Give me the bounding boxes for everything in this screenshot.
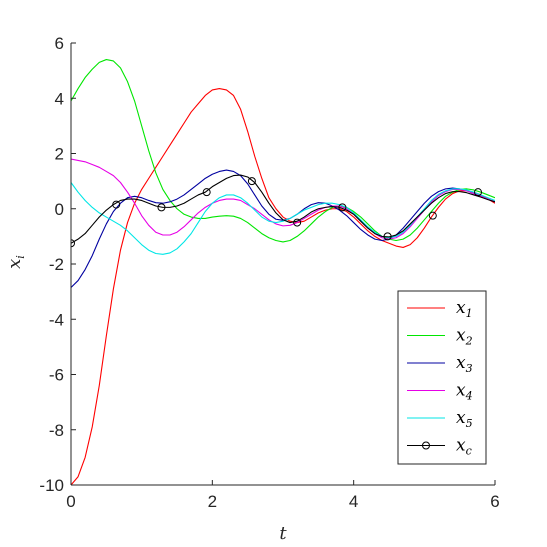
legend-label: x2 [456, 326, 473, 348]
series-line-x5 [71, 182, 495, 255]
y-tick-label: 0 [55, 200, 64, 219]
x-tick-label: 2 [208, 492, 217, 511]
marker-xc [71, 239, 75, 248]
x-tick-label: 0 [66, 492, 75, 511]
y-tick-label: -6 [49, 366, 64, 385]
marker-xc [247, 177, 256, 186]
legend: x1 x2 x3 x4 x5 xc [397, 290, 487, 465]
x-tick-label: 4 [349, 492, 358, 511]
marker-xc [383, 232, 392, 241]
y-axis-label-base: x [4, 259, 25, 269]
series-line-x3 [71, 169, 495, 288]
marker-xc [202, 188, 211, 197]
x-tick-label: 6 [490, 492, 499, 511]
legend-label: xc [456, 436, 472, 458]
y-tick-label: 4 [55, 89, 64, 108]
series-layer [71, 59, 495, 485]
y-tick-label: -8 [49, 421, 64, 440]
y-tick-label: -2 [49, 255, 64, 274]
marker-xc [338, 203, 347, 212]
y-tick-label: 2 [55, 145, 64, 164]
y-tick-label: -4 [49, 310, 64, 329]
axes-layer: 0 2 4 6 -10 -8 -6 -4 -2 0 2 4 6 [39, 34, 499, 511]
y-tick-label: 6 [55, 34, 64, 53]
marker-xc [428, 211, 437, 220]
marker-xc [293, 218, 302, 227]
legend-label: x3 [456, 353, 473, 375]
series-line-x1 [71, 88, 495, 485]
x-axis-label: t [279, 523, 287, 544]
marker-xc [112, 200, 121, 209]
legend-label: x5 [456, 408, 473, 430]
y-axis-label: xi [4, 255, 27, 269]
marker-xc [157, 203, 166, 212]
y-axis-label-sub: i [14, 255, 27, 259]
y-tick-label: -10 [39, 476, 64, 495]
legend-label: x4 [456, 381, 473, 403]
legend-box [397, 290, 487, 465]
legend-marker [422, 441, 430, 450]
series-line-x2 [71, 59, 495, 243]
marker-xc [474, 188, 483, 197]
legend-label: x1 [456, 298, 473, 320]
series-line-xc [71, 174, 495, 244]
